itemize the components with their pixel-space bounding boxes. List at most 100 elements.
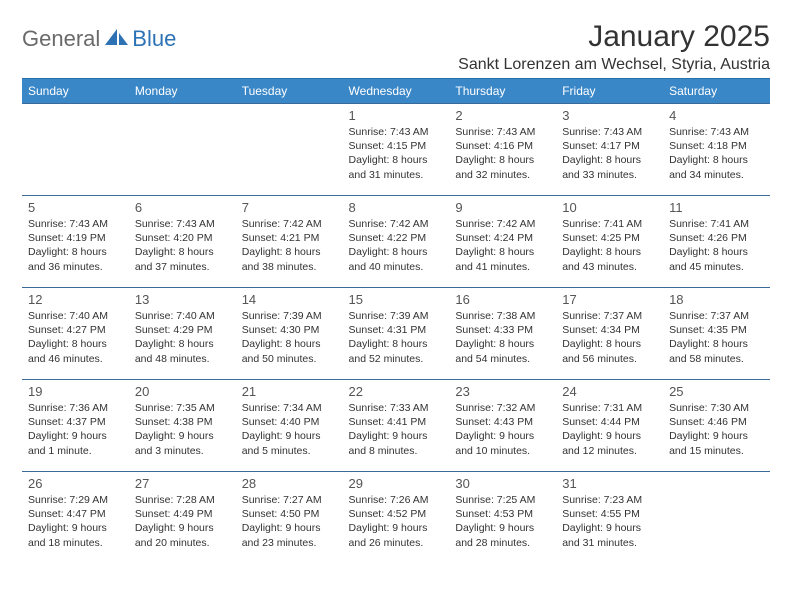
brand-logo: General Blue (22, 26, 176, 52)
sunset-text: Sunset: 4:53 PM (455, 507, 550, 521)
daylight-text: Daylight: 9 hours and 1 minute. (28, 429, 123, 457)
sunset-text: Sunset: 4:16 PM (455, 139, 550, 153)
day-info: Sunrise: 7:37 AMSunset: 4:35 PMDaylight:… (669, 309, 764, 366)
calendar-day-cell: 28Sunrise: 7:27 AMSunset: 4:50 PMDayligh… (236, 472, 343, 564)
daylight-text: Daylight: 8 hours and 33 minutes. (562, 153, 657, 181)
day-number: 29 (349, 476, 444, 491)
sunset-text: Sunset: 4:43 PM (455, 415, 550, 429)
sunset-text: Sunset: 4:46 PM (669, 415, 764, 429)
sunrise-text: Sunrise: 7:23 AM (562, 493, 657, 507)
day-info: Sunrise: 7:30 AMSunset: 4:46 PMDaylight:… (669, 401, 764, 458)
calendar-day-cell: 5Sunrise: 7:43 AMSunset: 4:19 PMDaylight… (22, 196, 129, 288)
sunrise-text: Sunrise: 7:39 AM (242, 309, 337, 323)
day-info: Sunrise: 7:42 AMSunset: 4:24 PMDaylight:… (455, 217, 550, 274)
sunset-text: Sunset: 4:21 PM (242, 231, 337, 245)
calendar-day-cell: 19 Sunrise: 7:36 AMSunset: 4:37 PMDayligh… (22, 380, 129, 472)
calendar-table: SundayMondayTuesdayWednesdayThursdayFrid… (22, 78, 770, 564)
sunset-text: Sunset: 4:50 PM (242, 507, 337, 521)
day-number: 17 (562, 292, 657, 307)
brand-part2: Blue (132, 26, 176, 52)
day-number: 26 (28, 476, 123, 491)
day-info: Sunrise: 7:29 AMSunset: 4:47 PMDaylight:… (28, 493, 123, 550)
day-info: Sunrise: 7:42 AMSunset: 4:22 PMDaylight:… (349, 217, 444, 274)
sunrise-text: Sunrise: 7:43 AM (135, 217, 230, 231)
sunset-text: Sunset: 4:49 PM (135, 507, 230, 521)
sunset-text: Sunset: 4:55 PM (562, 507, 657, 521)
day-info: Sunrise: 7:35 AMSunset: 4:38 PMDaylight:… (135, 401, 230, 458)
day-info: Sunrise: 7:26 AMSunset: 4:52 PMDaylight:… (349, 493, 444, 550)
calendar-day-cell: 20Sunrise: 7:35 AMSunset: 4:38 PMDayligh… (129, 380, 236, 472)
sunset-text: Sunset: 4:27 PM (28, 323, 123, 337)
sunrise-text: Sunrise: 7:35 AM (135, 401, 230, 415)
daylight-text: Daylight: 8 hours and 45 minutes. (669, 245, 764, 273)
day-number: 22 (349, 384, 444, 399)
daylight-text: Daylight: 8 hours and 31 minutes. (349, 153, 444, 181)
sunrise-text: Sunrise: 7:43 AM (349, 125, 444, 139)
day-info: Sunrise: 7:42 AMSunset: 4:21 PMDaylight:… (242, 217, 337, 274)
day-number: 19 (28, 384, 123, 399)
calendar-day-cell: 12Sunrise: 7:40 AMSunset: 4:27 PMDayligh… (22, 288, 129, 380)
daylight-text: Daylight: 9 hours and 31 minutes. (562, 521, 657, 549)
calendar-day-cell: 9Sunrise: 7:42 AMSunset: 4:24 PMDaylight… (449, 196, 556, 288)
day-info: Sunrise: 7:39 AMSunset: 4:30 PMDaylight:… (242, 309, 337, 366)
daylight-text: Daylight: 9 hours and 18 minutes. (28, 521, 123, 549)
sunset-text: Sunset: 4:25 PM (562, 231, 657, 245)
daylight-text: Daylight: 8 hours and 56 minutes. (562, 337, 657, 365)
daylight-text: Daylight: 9 hours and 8 minutes. (349, 429, 444, 457)
day-number: 3 (562, 108, 657, 123)
sunrise-text: Sunrise: 7:28 AM (135, 493, 230, 507)
sunrise-text: Sunrise: 7:40 AM (135, 309, 230, 323)
calendar-day-cell: 23Sunrise: 7:32 AMSunset: 4:43 PMDayligh… (449, 380, 556, 472)
calendar-week-row: 5Sunrise: 7:43 AMSunset: 4:19 PMDaylight… (22, 196, 770, 288)
day-info: Sunrise: 7:23 AMSunset: 4:55 PMDaylight:… (562, 493, 657, 550)
location-text: Sankt Lorenzen am Wechsel, Styria, Austr… (458, 56, 770, 74)
calendar-day-cell: 27Sunrise: 7:28 AMSunset: 4:49 PMDayligh… (129, 472, 236, 564)
sunrise-text: Sunrise: 7:43 AM (455, 125, 550, 139)
sunrise-text: Sunrise: 7:27 AM (242, 493, 337, 507)
day-number: 14 (242, 292, 337, 307)
day-info: Sunrise: 7:34 AMSunset: 4:40 PMDaylight:… (242, 401, 337, 458)
sunrise-text: Sunrise: 7:29 AM (28, 493, 123, 507)
day-number: 4 (669, 108, 764, 123)
weekday-header: Thursday (449, 79, 556, 104)
calendar-day-cell (22, 104, 129, 196)
weekday-header: Saturday (663, 79, 770, 104)
day-number: 31 (562, 476, 657, 491)
daylight-text: Daylight: 8 hours and 34 minutes. (669, 153, 764, 181)
sunrise-text: Sunrise: 7:40 AM (28, 309, 123, 323)
sunset-text: Sunset: 4:26 PM (669, 231, 764, 245)
daylight-text: Daylight: 9 hours and 28 minutes. (455, 521, 550, 549)
sunrise-text: Sunrise: 7:26 AM (349, 493, 444, 507)
day-info: Sunrise: 7:43 AMSunset: 4:19 PMDaylight:… (28, 217, 123, 274)
day-info: Sunrise: 7:25 AMSunset: 4:53 PMDaylight:… (455, 493, 550, 550)
day-number: 2 (455, 108, 550, 123)
day-info: Sunrise: 7:43 AMSunset: 4:16 PMDaylight:… (455, 125, 550, 182)
day-info: Sunrise: 7:38 AMSunset: 4:33 PMDaylight:… (455, 309, 550, 366)
daylight-text: Daylight: 9 hours and 12 minutes. (562, 429, 657, 457)
daylight-text: Daylight: 9 hours and 10 minutes. (455, 429, 550, 457)
sunset-text: Sunset: 4:34 PM (562, 323, 657, 337)
daylight-text: Daylight: 8 hours and 54 minutes. (455, 337, 550, 365)
calendar-day-cell: 3Sunrise: 7:43 AMSunset: 4:17 PMDaylight… (556, 104, 663, 196)
calendar-day-cell: 29 Sunrise: 7:26 AMSunset: 4:52 PMDayligh… (343, 472, 450, 564)
calendar-day-cell (236, 104, 343, 196)
sunrise-text: Sunrise: 7:42 AM (242, 217, 337, 231)
day-number: 28 (242, 476, 337, 491)
day-info: Sunrise: 7:41 AMSunset: 4:26 PMDaylight:… (669, 217, 764, 274)
sunrise-text: Sunrise: 7:43 AM (28, 217, 123, 231)
calendar-day-cell: 31 Sunrise: 7:23 AMSunset: 4:55 PMDayligh… (556, 472, 663, 564)
weekday-header: Wednesday (343, 79, 450, 104)
calendar-day-cell: 11Sunrise: 7:41 AMSunset: 4:26 PMDayligh… (663, 196, 770, 288)
calendar-day-cell (129, 104, 236, 196)
day-info: Sunrise: 7:43 AMSunset: 4:20 PMDaylight:… (135, 217, 230, 274)
sunrise-text: Sunrise: 7:36 AM (28, 401, 123, 415)
sunrise-text: Sunrise: 7:42 AM (349, 217, 444, 231)
day-info: Sunrise: 7:40 AMSunset: 4:29 PMDaylight:… (135, 309, 230, 366)
logo-sail-icon (104, 27, 130, 52)
day-info: Sunrise: 7:37 AMSunset: 4:34 PMDaylight:… (562, 309, 657, 366)
sunset-text: Sunset: 4:17 PM (562, 139, 657, 153)
sunset-text: Sunset: 4:37 PM (28, 415, 123, 429)
sunset-text: Sunset: 4:31 PM (349, 323, 444, 337)
calendar-day-cell: 15Sunrise: 7:39 AMSunset: 4:31 PMDayligh… (343, 288, 450, 380)
brand-part1: General (22, 26, 100, 52)
